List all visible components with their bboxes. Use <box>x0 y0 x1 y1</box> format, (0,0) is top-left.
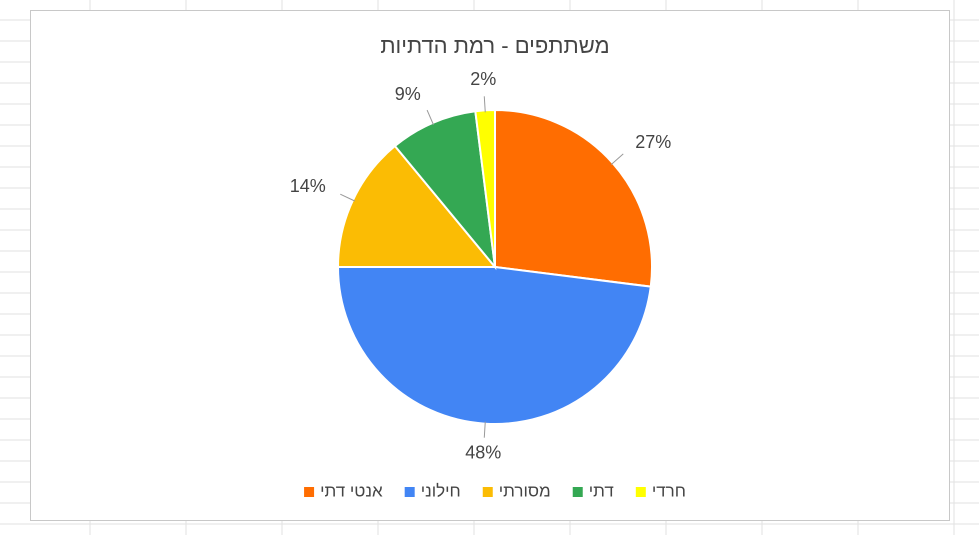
legend-swatch <box>304 487 315 497</box>
legend-label: חילוני <box>421 481 461 500</box>
chart-title: משתתפים - רמת הדתיות <box>380 33 609 58</box>
data-label: 14% <box>290 176 326 196</box>
data-label: 9% <box>395 84 421 104</box>
data-label: 48% <box>465 442 501 462</box>
legend-swatch <box>482 487 493 497</box>
legend-swatch <box>404 487 415 497</box>
data-label: 27% <box>635 132 671 152</box>
leader-line <box>340 193 355 202</box>
pie: 27% 48% 14% 9% 2% <box>290 69 672 462</box>
legend-label: חרדי <box>652 481 686 500</box>
leader-line <box>426 109 434 125</box>
legend: אנטי דתי חילוני מסורתי דתי חרדי <box>304 481 686 500</box>
data-label: 2% <box>470 69 496 89</box>
leader-line <box>483 421 486 438</box>
legend-swatch <box>635 487 646 497</box>
legend-label: מסורתי <box>499 481 551 500</box>
legend-label: דתי <box>589 481 614 500</box>
legend-label: אנטי דתי <box>320 481 383 500</box>
legend-swatch <box>572 487 583 497</box>
leader-line <box>610 153 624 165</box>
leader-line <box>483 96 486 113</box>
